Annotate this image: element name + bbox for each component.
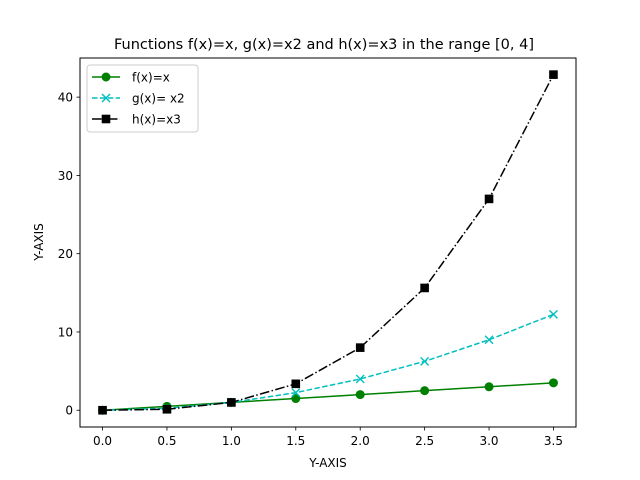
data-point <box>291 388 301 398</box>
data-point <box>484 335 494 345</box>
data-point <box>548 378 558 388</box>
legend-item: h(x)=x3 <box>92 113 181 127</box>
data-point <box>355 343 365 352</box>
data-point <box>549 70 558 79</box>
x-axis-label: Y-AXIS <box>308 456 347 470</box>
data-point <box>291 394 301 404</box>
legend-item: f(x)=x <box>92 71 170 85</box>
legend: f(x)=x g(x)= x2 h(x)=x3 <box>86 64 199 133</box>
data-point <box>291 379 301 389</box>
data-point <box>162 404 172 414</box>
x-tick-label: 0.5 <box>157 434 176 448</box>
data-point <box>484 382 494 392</box>
y-axis: 0 10 20 30 40 <box>58 91 80 418</box>
y-tick-label: 10 <box>58 325 73 339</box>
plot-frame <box>79 57 577 428</box>
legend-marker <box>101 72 111 82</box>
x-tick-label: 3.5 <box>544 434 563 448</box>
y-tick-label: 30 <box>58 169 73 183</box>
series-line <box>102 382 554 411</box>
data-point <box>420 386 430 396</box>
y-tick-label: 40 <box>58 91 73 105</box>
data-point <box>355 390 365 400</box>
y-axis-label: Y-AXIS <box>32 223 46 262</box>
series-line <box>102 74 555 411</box>
chart-title: Functions f(x)=x, g(x)=x2 and h(x)=x3 in… <box>114 37 534 53</box>
x-tick-label: 0.0 <box>93 434 112 448</box>
data-point <box>484 194 494 204</box>
plot-area <box>98 70 558 415</box>
x-tick-label: 3.0 <box>479 434 498 448</box>
data-point <box>548 309 558 319</box>
data-point <box>98 405 107 415</box>
x-tick-label: 2.5 <box>415 434 434 448</box>
series-3 <box>98 70 558 415</box>
x-tick-label: 2.0 <box>351 434 370 448</box>
legend-label: g(x)= x2 <box>132 92 185 106</box>
y-tick-label: 20 <box>58 247 73 261</box>
legend-item: g(x)= x2 <box>92 92 185 106</box>
data-point <box>227 398 236 407</box>
x-tick-label: 1.0 <box>222 434 241 448</box>
legend-box <box>86 64 199 133</box>
data-point <box>355 374 365 384</box>
legend-marker <box>101 114 111 124</box>
legend-label: f(x)=x <box>132 71 170 85</box>
legend-marker <box>101 93 111 103</box>
y-tick-label: 0 <box>65 404 73 418</box>
data-point <box>420 356 430 366</box>
data-point <box>420 283 429 293</box>
x-tick-label: 1.5 <box>286 434 305 448</box>
legend-label: h(x)=x3 <box>132 113 181 127</box>
x-axis: 0.0 0.5 1.0 1.5 2.0 2.5 3.0 3.5 <box>93 427 563 448</box>
series-line <box>102 313 554 411</box>
